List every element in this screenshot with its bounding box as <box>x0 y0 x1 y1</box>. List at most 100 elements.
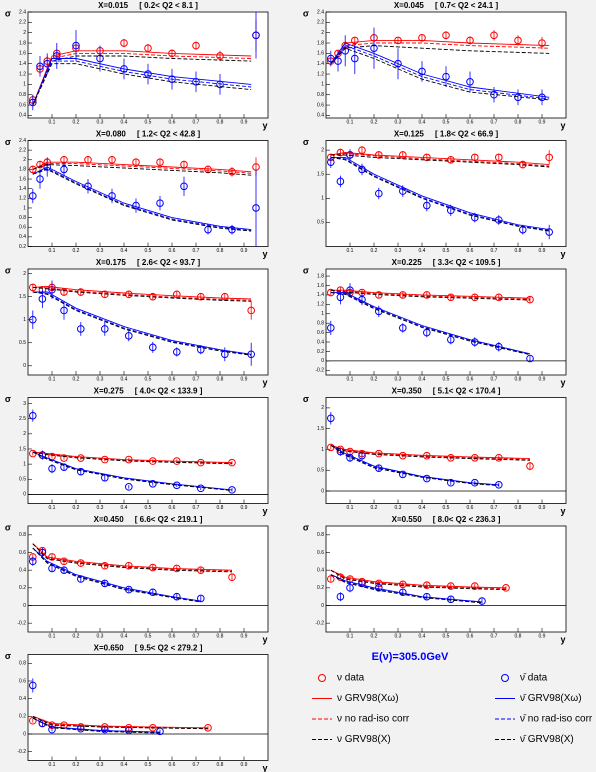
x-tick-label: 0.2 <box>371 505 378 511</box>
data-point <box>327 158 335 166</box>
y-tick-label: 2 <box>23 157 26 163</box>
model-curve <box>330 289 531 300</box>
model-curve <box>32 715 209 730</box>
y-axis-label: σ <box>303 394 309 404</box>
x-tick-label: 0.5 <box>145 248 152 254</box>
data-point <box>545 228 554 236</box>
model-curve <box>330 289 531 301</box>
y-axis-label: σ <box>5 8 11 18</box>
data-point <box>418 34 426 42</box>
y-tick-label: 0.2 <box>317 585 324 591</box>
x-axis-label: y <box>560 377 565 387</box>
data-point <box>514 36 522 45</box>
x-tick-label: 0.7 <box>491 505 498 511</box>
x-tick-label: 0.1 <box>347 248 354 254</box>
x-axis-label: y <box>262 249 267 259</box>
data-point <box>471 582 479 590</box>
data-point <box>168 75 176 84</box>
x-tick-label: 0.7 <box>193 119 200 125</box>
x-tick-label: 0.8 <box>217 376 224 382</box>
data-point <box>375 189 383 198</box>
y-tick-label: 0.8 <box>317 92 324 98</box>
x-tick-label: 0.9 <box>241 248 248 254</box>
model-curve <box>330 153 550 167</box>
x-tick-label: 0.7 <box>193 248 200 254</box>
x-tick-label: 0.9 <box>539 376 546 382</box>
x-axis-label: y <box>262 763 267 772</box>
model-curve <box>32 286 252 300</box>
y-axis-label: σ <box>5 394 11 404</box>
x-tick-label: 0.4 <box>419 633 426 639</box>
data-point <box>149 480 157 488</box>
y-tick-label: 0.2 <box>19 714 26 720</box>
legend-label: ν̄ GRV98(X) <box>520 734 574 745</box>
x-tick-label: 0.5 <box>145 633 152 639</box>
model-curve <box>32 63 252 106</box>
x-tick-label: 0.8 <box>515 248 522 254</box>
y-tick-label: 0.6 <box>19 102 26 108</box>
y-tick-label: 2 <box>321 147 324 153</box>
y-tick-label: 0.5 <box>19 477 26 483</box>
y-tick-label: 2.4 <box>19 138 26 144</box>
data-point <box>418 67 426 76</box>
model-curve <box>330 152 550 166</box>
x-tick-label: 0.7 <box>491 119 498 125</box>
model-curve <box>330 574 483 603</box>
x-tick-label: 0.1 <box>347 376 354 382</box>
x-tick-label: 0.9 <box>241 376 248 382</box>
model-curve <box>32 451 233 465</box>
data-point <box>38 295 47 303</box>
y-tick-label: 1.6 <box>19 176 26 182</box>
y-tick-label: 1.6 <box>317 283 324 289</box>
y-tick-label: 0.8 <box>317 321 324 327</box>
model-curve <box>32 286 252 302</box>
x-tick-label: 0.5 <box>145 505 152 511</box>
y-axis-label: σ <box>5 651 11 661</box>
data-point <box>442 31 450 40</box>
data-point <box>29 315 37 324</box>
y-tick-label: 1.2 <box>317 71 324 77</box>
model-curve <box>330 444 531 460</box>
data-point <box>60 454 68 462</box>
y-tick-label: 0.4 <box>19 113 26 119</box>
x-tick-label: 0.4 <box>419 248 426 254</box>
x-tick-label: 0.7 <box>491 248 498 254</box>
data-point <box>423 201 431 210</box>
model-curve <box>330 154 550 168</box>
data-point <box>346 584 354 592</box>
x-tick-label: 0.6 <box>169 505 176 511</box>
x-tick-label: 0.2 <box>73 376 80 382</box>
data-point <box>72 41 80 50</box>
x-tick-label: 0.8 <box>217 119 224 125</box>
data-point <box>149 343 157 352</box>
x-tick-label: 0.9 <box>539 248 546 254</box>
y-tick-label: 2.2 <box>19 147 26 153</box>
y-tick-label: 0.4 <box>19 234 26 240</box>
x-tick-label: 0.9 <box>539 119 546 125</box>
data-point <box>101 325 109 333</box>
model-curve <box>32 163 252 174</box>
y-axis-label: σ <box>5 522 11 532</box>
y-tick-label: 1 <box>23 461 26 467</box>
x-tick-label: 0.1 <box>49 376 56 382</box>
model-curve <box>32 168 252 232</box>
x-tick-label: 0.5 <box>145 762 152 768</box>
data-point <box>334 57 342 65</box>
x-tick-label: 0.6 <box>169 633 176 639</box>
data-point <box>327 414 335 423</box>
data-point <box>545 153 554 162</box>
x-tick-label: 0.8 <box>217 633 224 639</box>
x-tick-label: 0.2 <box>73 248 80 254</box>
data-point <box>156 199 164 207</box>
model-curve <box>330 444 499 487</box>
y-tick-label: 1.8 <box>19 40 26 46</box>
y-tick-label: 2 <box>23 431 26 437</box>
model-curve <box>330 569 507 591</box>
y-tick-label: 2.4 <box>317 9 324 15</box>
y-tick-label: 0 <box>23 603 26 609</box>
y-tick-label: 3 <box>23 401 26 407</box>
data-point <box>495 153 503 162</box>
data-point <box>221 350 229 359</box>
model-curve <box>32 55 252 106</box>
